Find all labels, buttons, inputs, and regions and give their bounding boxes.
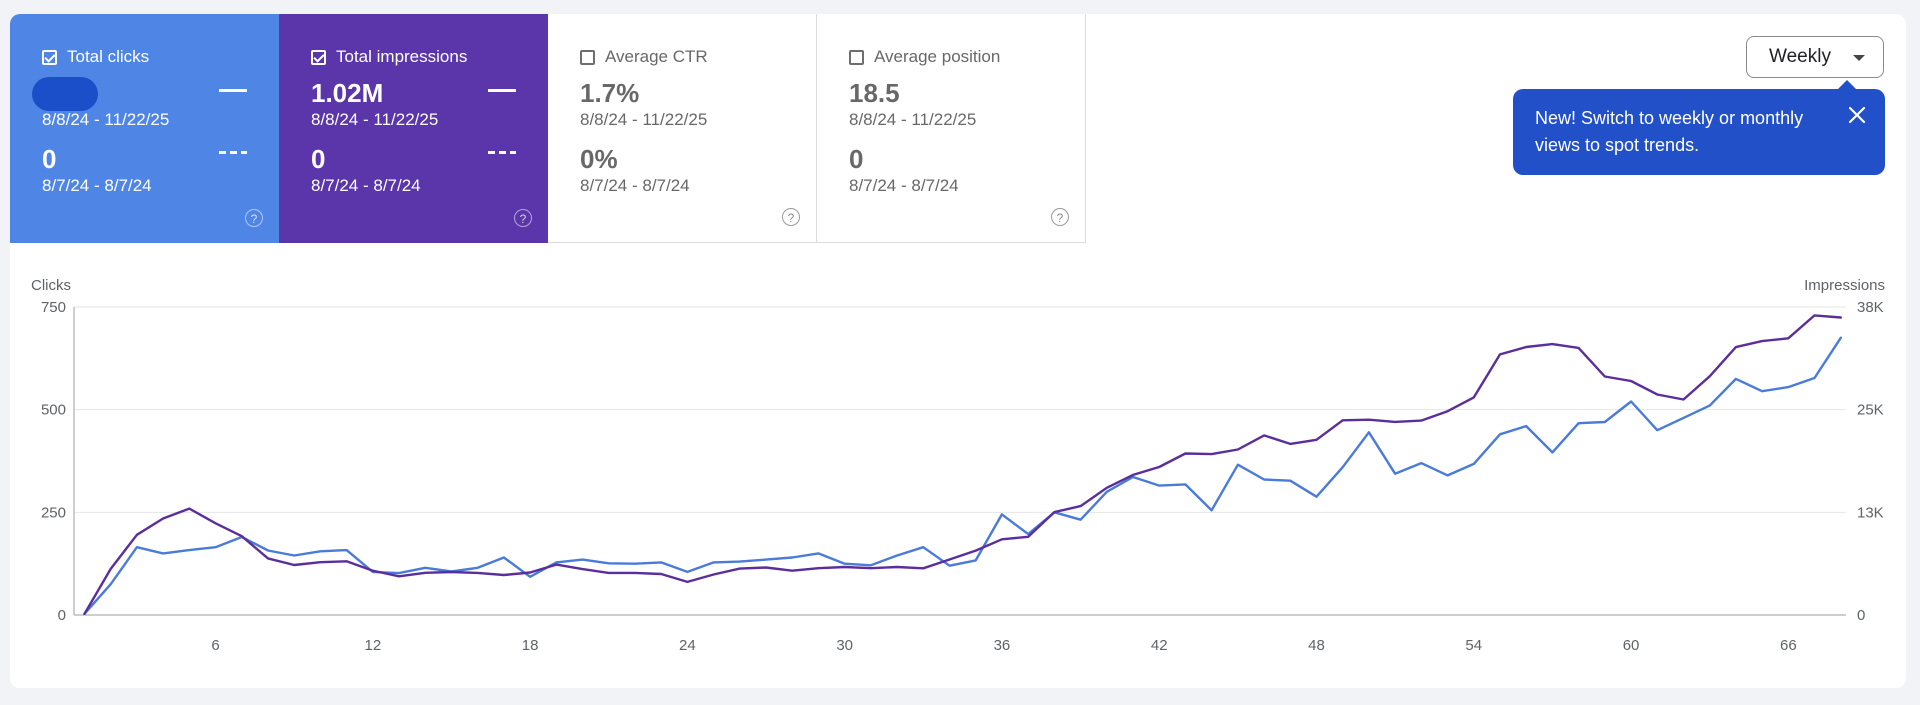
clicks-series-line [83, 336, 1843, 615]
metric-range: 8/8/24 - 11/22/25 [849, 110, 977, 129]
y2-tick-label: 38K [1857, 299, 1884, 316]
x-tick-label: 60 [1623, 637, 1640, 654]
performance-card: Total clicks K 8/8/24 - 11/22/25 0 8/7/2… [10, 14, 1906, 688]
metric-compare-value: 0 [42, 144, 57, 174]
metric-value: 1.7% [580, 78, 640, 108]
x-tick-label: 66 [1780, 637, 1797, 654]
y-tick-label: 250 [41, 504, 66, 521]
metric-compare-range: 8/7/24 - 8/7/24 [311, 176, 421, 195]
x-tick-label: 54 [1465, 637, 1482, 654]
y-tick-label: 500 [41, 402, 66, 419]
checkbox-icon[interactable] [42, 49, 57, 65]
help-icon[interactable]: ? [782, 208, 800, 226]
impressions-series-line [83, 314, 1843, 615]
close-icon[interactable] [1847, 105, 1867, 125]
metric-compare-value: 0 [311, 144, 326, 174]
x-tick-label: 6 [211, 637, 219, 654]
solid-line-legend-icon [488, 89, 516, 92]
x-tick-label: 18 [522, 637, 539, 654]
redaction-mark [32, 77, 98, 111]
metric-label: Average CTR [605, 47, 708, 66]
metric-range: 8/8/24 - 11/22/25 [311, 110, 439, 129]
x-tick-label: 42 [1151, 637, 1168, 654]
metric-range: 8/8/24 - 11/22/25 [580, 110, 708, 129]
metric-compare-value: 0% [580, 144, 618, 174]
metric-range: 8/8/24 - 11/22/25 [42, 110, 170, 129]
metric-tile-total-clicks[interactable]: Total clicks K 8/8/24 - 11/22/25 0 8/7/2… [10, 14, 279, 243]
x-tick-label: 24 [679, 637, 696, 654]
metric-label: Total clicks [67, 47, 150, 66]
solid-line-legend-icon [219, 89, 247, 92]
metric-label: Average position [874, 47, 1001, 66]
granularity-dropdown[interactable]: Weekly [1746, 36, 1884, 78]
checkbox-icon[interactable] [311, 49, 326, 65]
metric-compare-value: 0 [849, 144, 864, 174]
x-tick-label: 12 [364, 637, 381, 654]
metric-compare-range: 8/7/24 - 8/7/24 [849, 176, 959, 195]
x-tick-label: 30 [836, 637, 853, 654]
dashed-line-legend-icon [219, 151, 247, 154]
metric-compare-range: 8/7/24 - 8/7/24 [580, 176, 690, 195]
checkbox-icon[interactable] [580, 49, 595, 65]
metric-value: 1.02M [311, 78, 384, 108]
checkbox-icon[interactable] [849, 49, 864, 65]
caret-down-icon [1853, 55, 1865, 61]
feature-tooltip: New! Switch to weekly or monthly views t… [1513, 80, 1885, 175]
y2-tick-label: 25K [1857, 402, 1884, 419]
dashed-line-legend-icon [488, 151, 516, 154]
help-icon[interactable]: ? [514, 209, 532, 227]
metric-label: Total impressions [336, 47, 468, 66]
metric-tiles: Total clicks K 8/8/24 - 11/22/25 0 8/7/2… [10, 14, 1086, 243]
x-tick-label: 48 [1308, 637, 1325, 654]
x-tick-label: 36 [994, 637, 1011, 654]
y2-tick-label: 0 [1857, 607, 1865, 624]
y-tick-label: 0 [58, 607, 66, 624]
metric-compare-range: 8/7/24 - 8/7/24 [42, 176, 152, 195]
metric-tile-average-ctr[interactable]: Average CTR 1.7% 8/8/24 - 11/22/25 0% 8/… [548, 14, 817, 243]
help-icon[interactable]: ? [1051, 208, 1069, 226]
metric-tile-total-impressions[interactable]: Total impressions 1.02M 8/8/24 - 11/22/2… [279, 14, 548, 243]
granularity-label: Weekly [1769, 46, 1831, 67]
y-axis-label: Clicks [31, 277, 71, 294]
tooltip-text: New! Switch to weekly or monthly views t… [1535, 108, 1804, 155]
metric-tile-average-position[interactable]: Average position 18.5 8/8/24 - 11/22/25 … [817, 14, 1086, 243]
y-tick-label: 750 [41, 299, 66, 316]
y2-tick-label: 13K [1857, 504, 1884, 521]
y2-axis-label: Impressions [1804, 277, 1885, 294]
help-icon[interactable]: ? [245, 209, 263, 227]
performance-chart: 0 0 250 13K 500 25K 750 38K Clicks Impressions 6 12… [31, 277, 1885, 654]
metric-value: 18.5 [849, 78, 900, 108]
